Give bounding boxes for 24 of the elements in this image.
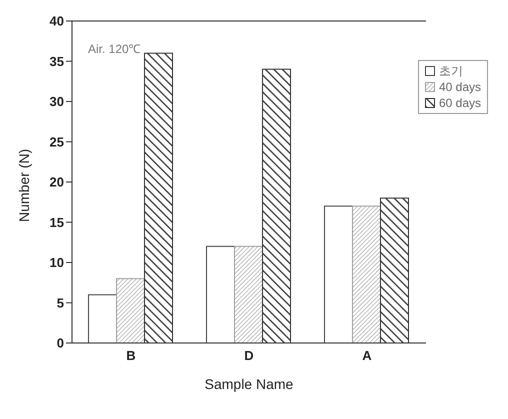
y-tick-label: 30: [50, 94, 64, 110]
bar: [324, 206, 353, 343]
bar: [206, 246, 236, 343]
y-tick-label: 35: [50, 54, 64, 69]
y-axis-title: Number (N): [16, 148, 32, 222]
annotation: Air. 120℃: [88, 41, 141, 57]
x-tick-label: D: [244, 348, 254, 364]
bar: [234, 246, 264, 343]
y-tick-label: 25: [50, 134, 64, 150]
y-tick-label: 10: [50, 255, 64, 270]
x-tick-label: B: [126, 348, 136, 364]
x-tick-label: A: [362, 348, 372, 364]
bar: [116, 278, 146, 343]
bar: [352, 206, 381, 343]
legend-label: 초기: [438, 63, 463, 79]
y-tick-label: 5: [56, 295, 64, 310]
bar: [88, 294, 118, 343]
y-tick-label: 20: [50, 174, 64, 190]
y-tick-label: 40: [50, 14, 64, 29]
y-tick-label: 0: [56, 336, 64, 351]
legend-label: 60 days: [438, 95, 481, 111]
y-tick-label: 15: [50, 214, 64, 230]
legend-label: 40 days: [438, 79, 481, 95]
x-axis-title: Sample Name: [204, 376, 294, 392]
